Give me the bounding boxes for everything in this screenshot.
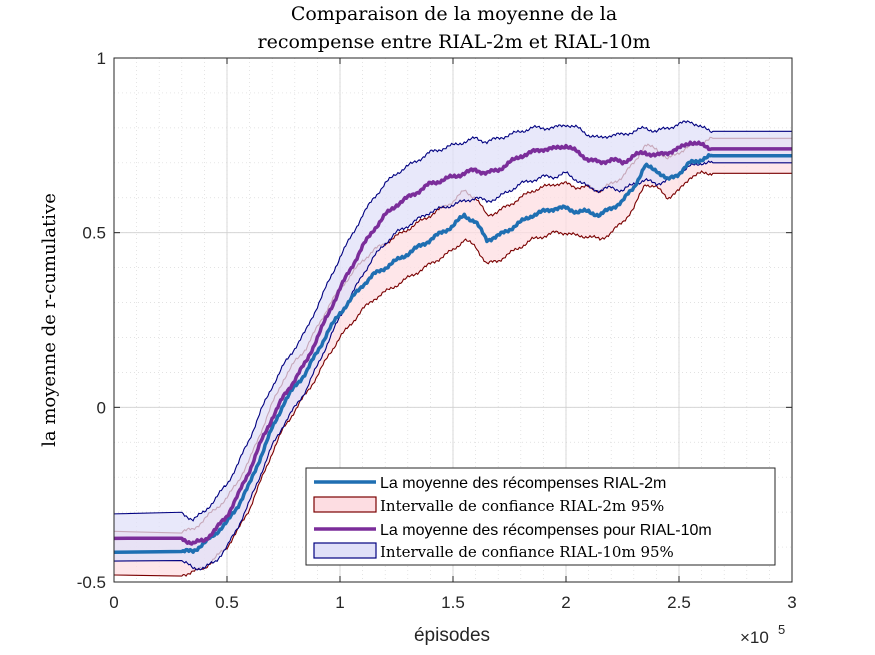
x-axis-label: épisodes	[414, 625, 490, 646]
legend-patch-swatch	[313, 542, 377, 559]
legend-label: Intervalle de confiance RIAL-2m 95%	[380, 497, 664, 515]
x-tick-label: 1	[335, 593, 344, 612]
x-tick-label: 0	[109, 593, 118, 612]
legend-label: Intervalle de confiance RIAL-10m 95%	[380, 543, 674, 561]
x-exponent-power: 5	[778, 622, 785, 637]
mean-line-0	[113, 153, 792, 555]
axis-ticks: 0 0.5 1 1.5 2 2.5 3-0.500.51	[77, 49, 797, 612]
legend: La moyenne des récompenses RIAL-2m Interv…	[305, 467, 776, 566]
legend-patch-swatch	[313, 496, 377, 513]
legend-label: La moyenne des récompenses pour RIAL-10m	[380, 522, 712, 539]
y-tick-label: 0.5	[82, 224, 106, 243]
chart-title-line-2: recompense entre RIAL-2m et RIAL-10m	[258, 31, 651, 53]
y-tick-label: -0.5	[77, 573, 106, 592]
x-tick-label: 1.5	[441, 593, 465, 612]
x-tick-label: 2	[561, 593, 570, 612]
x-exponent-base: ×10	[740, 628, 769, 647]
x-tick-label: 0.5	[215, 593, 239, 612]
legend-label: La moyenne des récompenses RIAL-2m	[380, 475, 666, 492]
chart-title: Comparaison de la moyenne de la recompen…	[258, 3, 651, 53]
chart-title-line-1: Comparaison de la moyenne de la	[291, 3, 617, 25]
band-upper-1	[113, 120, 792, 522]
x-exponent-label: ×10 5	[740, 622, 785, 647]
mean-lines	[113, 140, 792, 555]
band-fill-1	[114, 120, 792, 570]
legend-box	[305, 467, 776, 566]
y-axis-label: la moyenne de r-cumulative	[39, 193, 60, 447]
x-tick-label: 2.5	[667, 593, 691, 612]
y-tick-label: 1	[97, 49, 106, 68]
x-tick-label: 3	[787, 593, 796, 612]
y-tick-label: 0	[97, 398, 106, 417]
band-lower-1	[113, 160, 792, 571]
mean-line-1	[113, 140, 792, 546]
band-lower-0	[113, 170, 792, 577]
